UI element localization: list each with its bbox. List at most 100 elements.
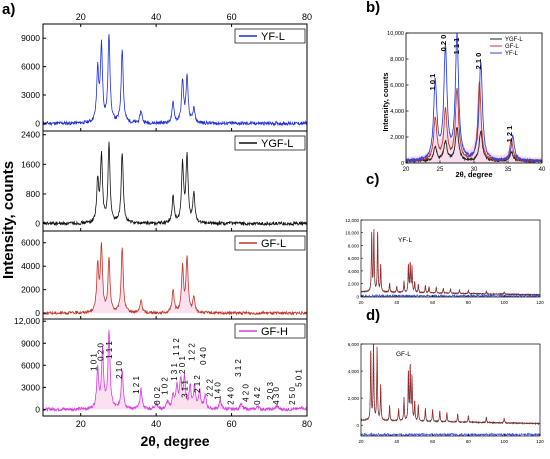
x-tick-label: 40	[394, 300, 400, 305]
x-tick-label: 20	[358, 300, 364, 305]
miller-index-label: 1 4 0	[213, 382, 222, 400]
y-tick-label: 6000	[21, 238, 40, 248]
series-line-ygf-l	[406, 127, 542, 163]
x-tick-label: 20	[76, 419, 86, 429]
miller-index-label: 1 1 2	[172, 338, 181, 356]
panel-d: 0 2,000 4,000 6,000 20 40 60 80 100 120 GF-L	[348, 342, 545, 444]
y-tick-label: 6000	[21, 360, 40, 370]
subplot-yf-l: 0 3000 6000 9000 YF-L	[21, 23, 308, 132]
difference-line	[361, 293, 540, 297]
legend-label: GF-H	[261, 326, 288, 338]
y-tick-label: 6,000	[348, 342, 360, 347]
x-tick-label-top: 20	[76, 12, 86, 22]
miller-index-label: 2 1 2	[193, 375, 202, 393]
y-tick-label: 4,000	[390, 109, 404, 115]
x-tick-label: 40	[151, 419, 161, 429]
y-tick-label: 0	[401, 161, 404, 167]
y-tick-label: 8,000	[390, 57, 404, 63]
miller-index-label: 0 0 2	[153, 387, 162, 405]
subplot-gf-l: 0 2000 4000 6000 GF-L	[21, 230, 308, 320]
miller-index-label: 2 4 0	[226, 387, 235, 405]
x-tick-label: 120	[536, 439, 544, 444]
x-tick-label-top: 40	[151, 12, 161, 22]
panel-label-3: d)	[366, 307, 380, 324]
y-axis-label: Intensity, counts	[381, 72, 390, 131]
legend-label: GF-L	[261, 238, 286, 250]
y-tick-label: 6,000	[390, 83, 404, 89]
x-tick-label: 40	[394, 439, 400, 444]
y-tick-label: 2400	[21, 130, 40, 140]
x-tick-label: 20	[358, 439, 364, 444]
series-fill	[43, 329, 307, 411]
x-tick-label: 80	[302, 419, 312, 429]
miller-index-label: 1 0 1	[428, 74, 437, 91]
y-tick-label: 2,000	[390, 135, 404, 141]
miller-index-label: 1 1 1	[105, 341, 114, 359]
y-tick-label: 9000	[21, 338, 40, 348]
subplot-gf-h: 0 3000 6000 9000 12,000 GF-H	[14, 316, 308, 417]
y-tick-label: 0	[356, 423, 359, 428]
miller-index-label: 1 0 1	[90, 353, 99, 371]
miller-index-label: 2 0 3	[266, 382, 275, 400]
plot-frame	[42, 318, 308, 417]
y-tick-label: 12,000	[345, 218, 359, 223]
legend-label: GF-L	[505, 44, 519, 50]
y-tick-label: 2,000	[348, 396, 360, 401]
x-tick-label: 35	[505, 167, 512, 173]
y-tick-label: 12,000	[14, 316, 40, 326]
series-line-ygf-l	[43, 141, 307, 227]
difference-line	[361, 432, 540, 436]
miller-index-label: 1 2 2	[188, 343, 197, 361]
y-tick-label: 6000	[21, 62, 40, 72]
panel-label-2: c)	[366, 171, 379, 188]
miller-index-label: 1 3 1	[170, 363, 179, 381]
y-tick-label: 0	[35, 118, 40, 128]
x-tick-label: 80	[466, 300, 472, 305]
x-tick-label: 60	[430, 300, 436, 305]
series-line-yf-l	[406, 33, 542, 163]
miller-index-label: 0 2 0	[96, 343, 105, 361]
miller-index-label: 0 4 2	[253, 387, 262, 405]
legend-box	[234, 235, 306, 251]
miller-index-label: 1 0 2	[160, 377, 169, 395]
miller-index-label: 4 2 0	[242, 384, 251, 402]
miller-index-label: 2 1 0	[474, 53, 483, 70]
legend-box	[234, 323, 306, 339]
series-line-gf-h	[43, 329, 307, 413]
y-tick-label: 4,000	[348, 369, 360, 374]
miller-index-label: 0 2 0	[439, 35, 448, 52]
legend-label: GF-L	[396, 351, 411, 358]
y-tick-label: 3000	[21, 90, 40, 100]
x-tick-label: 120	[536, 300, 544, 305]
panel-c: 0 2,000 4,000 6,000 8,000 10,000 12,000 20 40 60 8…	[345, 218, 544, 305]
calculated-line	[361, 344, 540, 424]
y-tick-label: 10,000	[387, 31, 404, 37]
y-tick-label: 0	[356, 294, 359, 299]
plot-frame	[360, 343, 541, 437]
x-tick-label: 40	[539, 167, 546, 173]
y-tick-label: 1600	[21, 159, 40, 169]
x-axis-label: 2θ, degree	[140, 433, 209, 449]
y-tick-label: 0	[35, 308, 40, 318]
x-tick-label: 60	[227, 419, 237, 429]
legend-label: YGF-L	[261, 138, 293, 150]
y-tick-label: 0	[35, 219, 40, 229]
y-tick-label: 10,000	[345, 231, 359, 236]
x-tick-label: 25	[437, 167, 444, 173]
panel-label-1: b)	[366, 0, 380, 16]
miller-index-label: 0 4 0	[199, 347, 208, 365]
y-tick-label: 4000	[21, 261, 40, 271]
x-tick-label: 20	[403, 167, 410, 173]
legend-box	[234, 28, 306, 44]
legend-label: YGF-L	[505, 37, 523, 43]
observed-line	[361, 344, 540, 426]
x-tick-label: 80	[466, 439, 472, 444]
y-tick-label: 8,000	[348, 243, 360, 248]
x-tick-label-top: 60	[227, 12, 237, 22]
series-line-gf-l	[43, 242, 307, 316]
miller-index-label: 4 3 0	[272, 387, 281, 405]
y-tick-label: 0	[35, 404, 40, 414]
x-tick-label: 60	[430, 439, 436, 444]
legend-label: YF-L	[261, 31, 285, 43]
